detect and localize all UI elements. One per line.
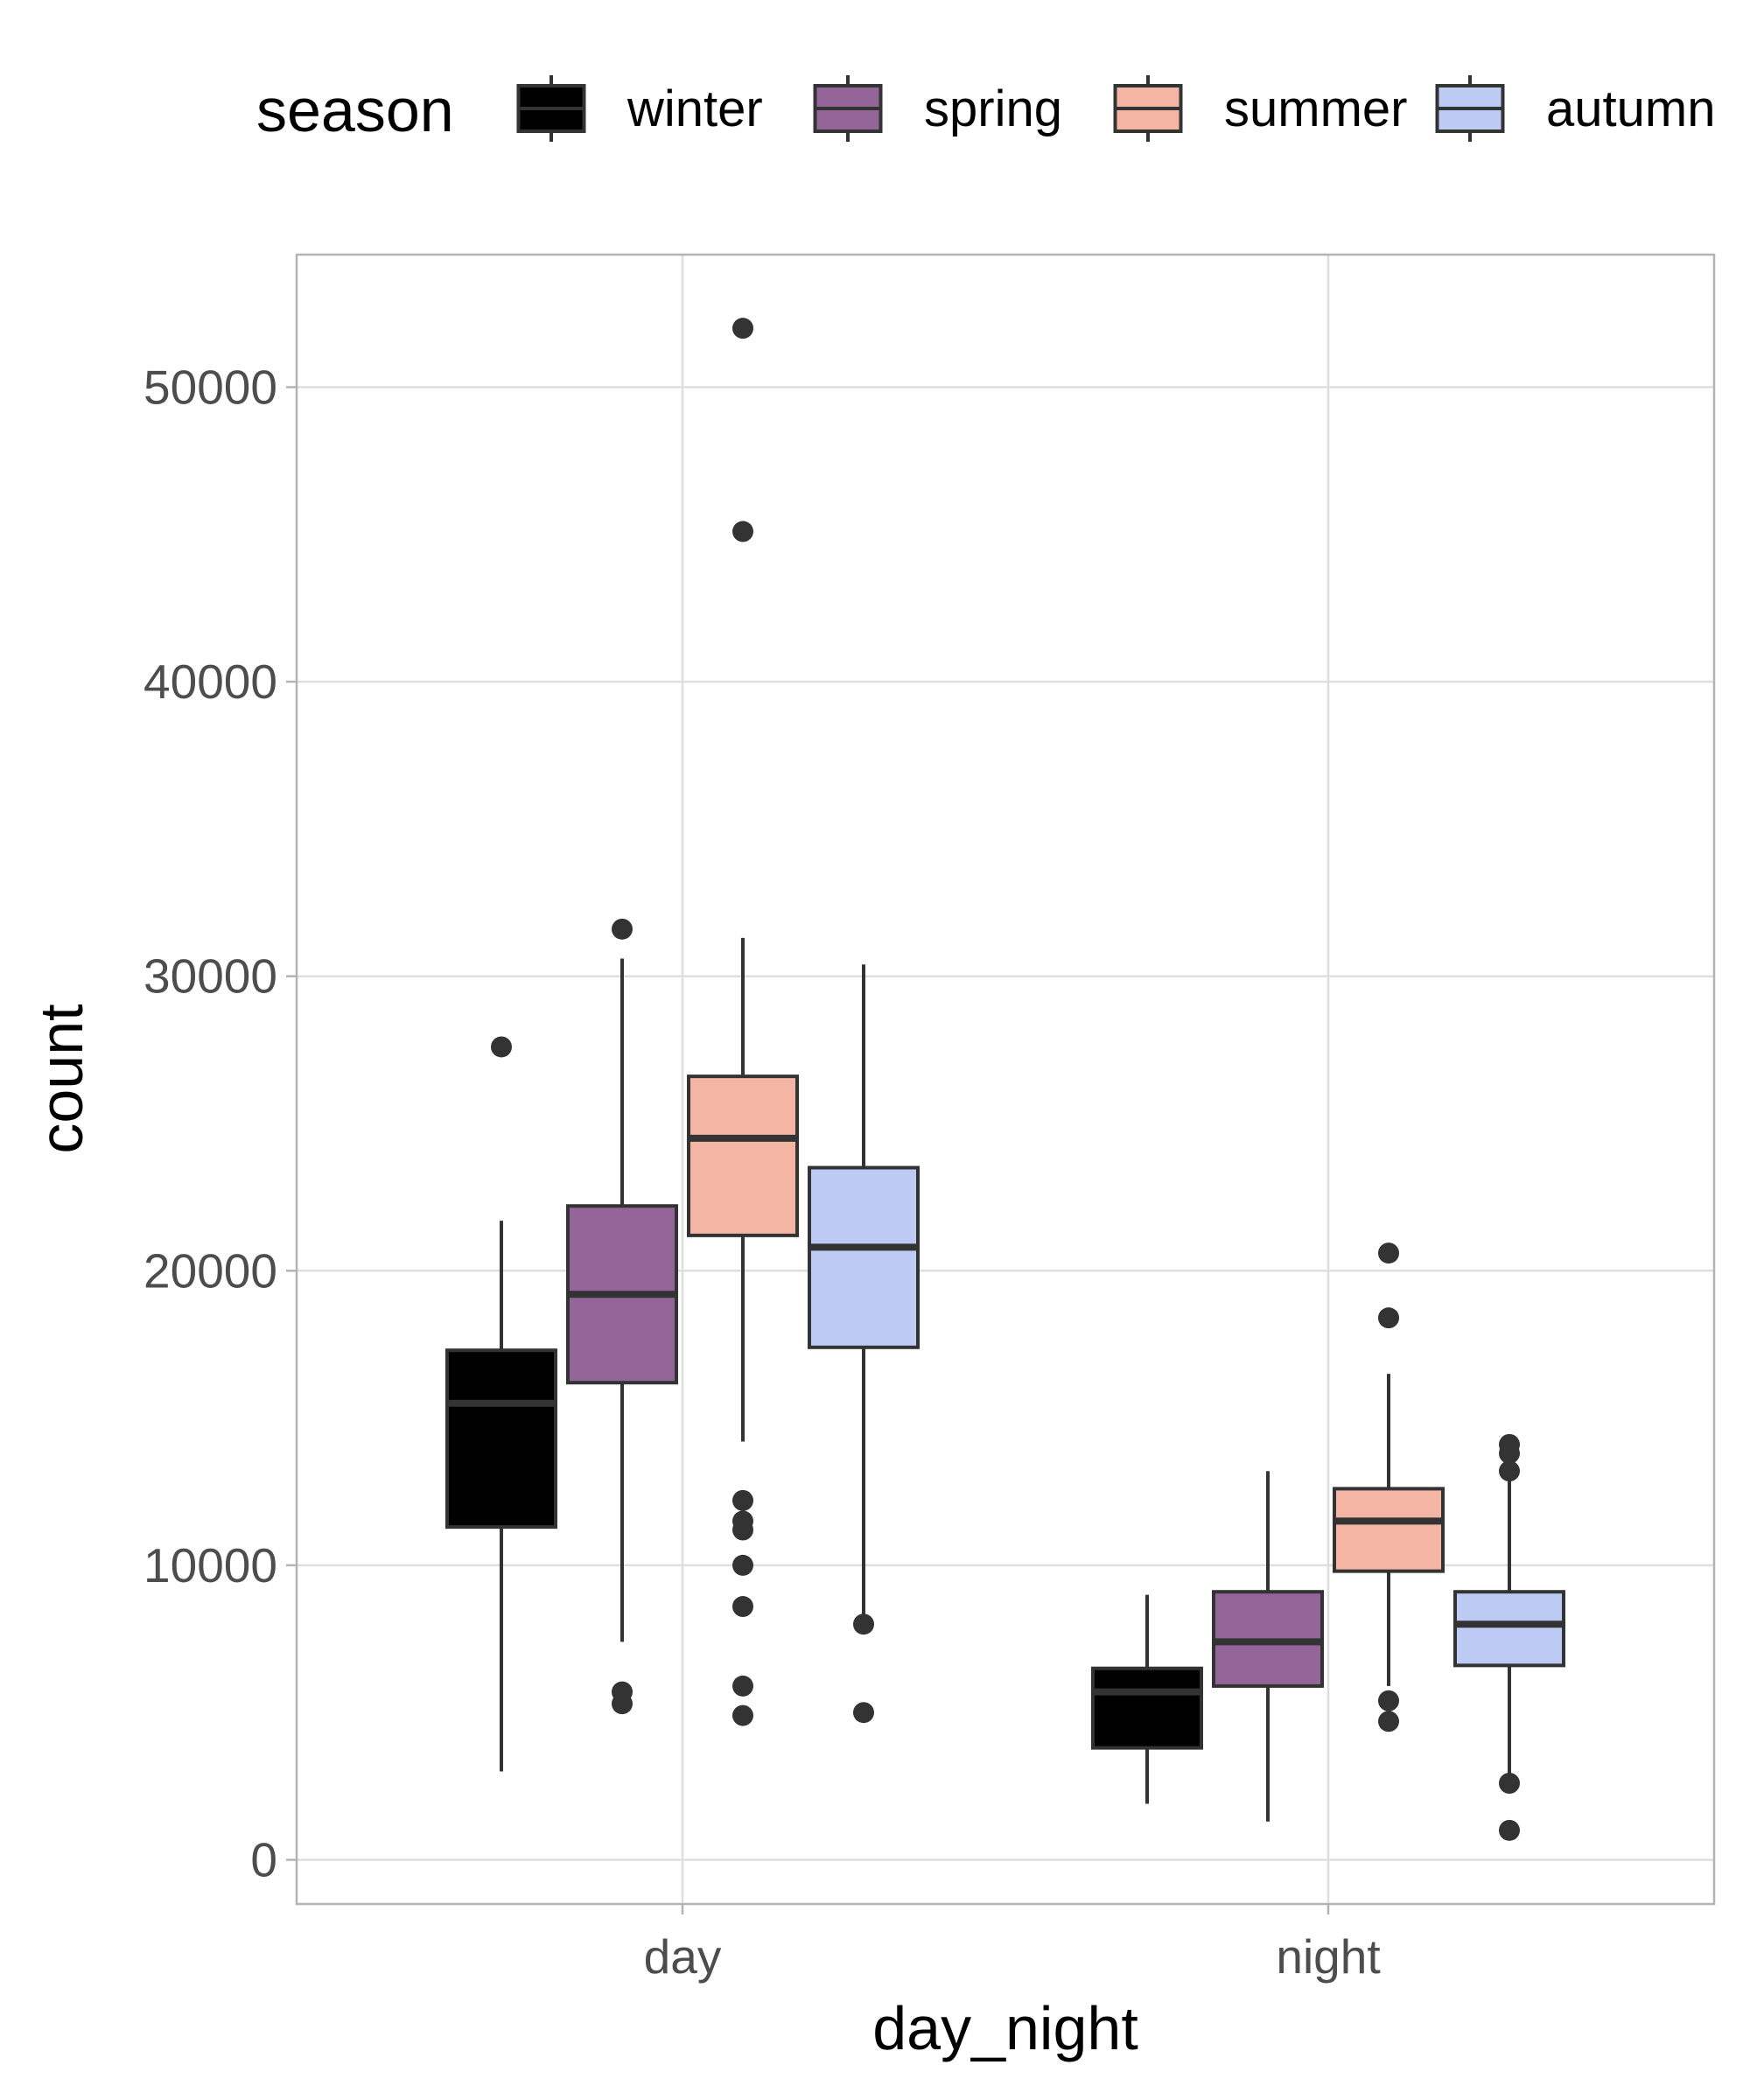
legend: season winter spring summer autumn <box>256 75 1715 144</box>
legend-label: summer <box>1224 80 1407 137</box>
outlier-point <box>1499 1442 1520 1464</box>
outlier-point <box>1378 1307 1399 1329</box>
x-axis-title: day_night <box>872 1994 1138 2062</box>
y-tick-label: 30000 <box>144 949 277 1004</box>
box-winter-day <box>445 1036 557 1772</box>
y-tick-label: 0 <box>250 1833 277 1887</box>
grid-lines <box>297 255 1714 1904</box>
legend-item-autumn: autumn <box>1435 75 1715 142</box>
box-body <box>1453 1590 1565 1668</box>
outlier-point <box>732 1519 753 1541</box>
outlier-point <box>853 1614 874 1635</box>
box-summer-day <box>687 318 799 1726</box>
outlier-point <box>1499 1460 1520 1482</box>
legend-item-spring: spring <box>813 75 1062 142</box>
box-body <box>1091 1666 1203 1750</box>
legend-label: spring <box>924 80 1062 137</box>
outlier-point <box>1499 1819 1520 1841</box>
box-spring-night <box>1212 1471 1324 1822</box>
box-autumn-day <box>808 964 920 1724</box>
outlier-point <box>612 1693 633 1715</box>
outlier-point <box>1378 1690 1399 1712</box>
box-body <box>808 1166 920 1349</box>
x-axis: day night <box>644 1904 1381 1984</box>
y-tick-label: 20000 <box>144 1243 277 1298</box>
box-body <box>1333 1487 1445 1573</box>
outlier-point <box>732 1704 753 1726</box>
box-spring-day <box>566 918 678 1715</box>
legend-item-winter: winter <box>516 75 763 142</box>
box-body <box>687 1074 799 1237</box>
legend-items: winter spring summer autumn <box>516 75 1715 142</box>
legend-title: season <box>256 76 454 144</box>
y-tick-label: 10000 <box>144 1538 277 1592</box>
outlier-point <box>732 1596 753 1618</box>
outlier-point <box>853 1702 874 1724</box>
outlier-point <box>1378 1242 1399 1264</box>
outlier-point <box>1499 1772 1520 1794</box>
box-winter-night <box>1091 1594 1203 1804</box>
y-axis-title: count <box>27 1004 95 1153</box>
y-axis: 0 10000 20000 30000 40000 50000 <box>144 360 297 1887</box>
box-body <box>445 1348 557 1530</box>
outlier-point <box>732 1489 753 1511</box>
plot-border <box>295 253 1716 1906</box>
outlier-point <box>1378 1711 1399 1732</box>
outlier-point <box>732 1554 753 1576</box>
boxes <box>445 318 1565 1841</box>
legend-label: autumn <box>1546 80 1715 137</box>
outlier-point <box>732 521 753 542</box>
x-tick-label: day <box>644 1929 722 1984</box>
outlier-point <box>612 918 633 940</box>
box-summer-night <box>1333 1242 1445 1732</box>
outlier-point <box>491 1036 512 1058</box>
box-autumn-night <box>1453 1433 1565 1841</box>
y-tick-label: 50000 <box>144 360 277 414</box>
outlier-point <box>732 318 753 340</box>
plot-area <box>295 253 1716 1906</box>
legend-label: winter <box>626 80 763 137</box>
y-tick-label: 40000 <box>144 654 277 709</box>
legend-item-summer: summer <box>1113 75 1407 142</box>
outlier-point <box>732 1675 753 1697</box>
x-tick-label: night <box>1276 1929 1380 1984</box>
